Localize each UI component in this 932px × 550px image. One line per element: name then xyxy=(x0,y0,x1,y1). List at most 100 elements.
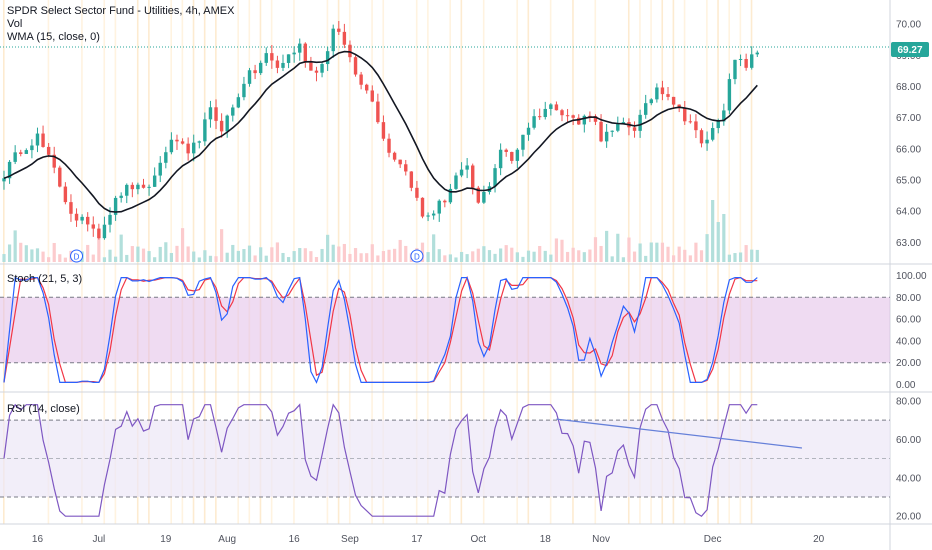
time-tick: 17 xyxy=(411,534,423,545)
candle-body xyxy=(125,184,129,196)
rsi-tick: 20.00 xyxy=(896,512,921,523)
volume-bar xyxy=(699,250,704,262)
dividend-icon[interactable] xyxy=(70,249,84,263)
candle-body xyxy=(231,107,235,116)
candle-body xyxy=(7,161,12,179)
dividend-label: D xyxy=(414,253,420,262)
candle-body xyxy=(699,130,704,144)
volume-bar xyxy=(632,251,637,262)
volume-bar xyxy=(688,255,692,262)
volume-bar xyxy=(655,242,659,262)
dividend-icon[interactable] xyxy=(410,249,424,263)
time-tick: Nov xyxy=(592,534,610,545)
volume-bar xyxy=(426,252,430,262)
volume-bar xyxy=(538,245,542,262)
volume-bar xyxy=(130,246,134,262)
volume-bar xyxy=(476,248,480,262)
volume-bar xyxy=(744,245,748,262)
volume-bar xyxy=(599,245,603,262)
candle-body xyxy=(46,146,51,155)
candle-body xyxy=(192,142,196,154)
volume-bar xyxy=(281,252,285,262)
volume-bar xyxy=(677,246,681,262)
price-tick: 66.00 xyxy=(896,144,921,155)
candle-body xyxy=(113,197,118,215)
volume-bar xyxy=(286,257,291,262)
volume-bar xyxy=(543,250,547,262)
volume-bar xyxy=(727,254,731,262)
candle-body xyxy=(331,28,335,52)
candle-body xyxy=(710,128,715,140)
last-price-tag xyxy=(891,42,929,57)
candle-body xyxy=(415,187,419,198)
volume-bar xyxy=(577,250,581,262)
candle-body xyxy=(264,53,268,63)
candle-body xyxy=(325,51,330,65)
candle-body xyxy=(86,216,90,225)
volume-bar xyxy=(270,247,274,262)
volume-bar xyxy=(432,234,436,262)
volume-bar xyxy=(136,246,140,262)
candle-body xyxy=(482,192,486,203)
volume-bar xyxy=(621,257,625,262)
stoch-k-line xyxy=(3,276,758,384)
volume-bar xyxy=(448,254,452,262)
volume-bar xyxy=(521,256,525,262)
candle-body xyxy=(543,108,547,118)
volume-bar xyxy=(526,250,531,262)
volume-bar xyxy=(404,245,408,262)
stoch-tick: 100.00 xyxy=(896,271,927,282)
volume-bar xyxy=(164,242,168,262)
stoch-title: Stoch (21, 5, 3) xyxy=(7,273,82,285)
volume-bar xyxy=(147,251,151,262)
volume-bar xyxy=(298,248,302,262)
candle-body xyxy=(158,162,162,176)
price-tick: 64.00 xyxy=(896,207,921,218)
volume-bar xyxy=(605,230,609,262)
stoch-tick: 60.00 xyxy=(896,315,921,326)
volume-bar xyxy=(225,252,229,262)
last-price-value: 69.27 xyxy=(897,45,922,56)
price-tick: 67.00 xyxy=(896,113,921,124)
candle-body xyxy=(694,121,698,131)
volume-bar xyxy=(259,247,263,262)
volume-bar xyxy=(376,255,380,262)
candle-body xyxy=(130,184,135,190)
candle-body xyxy=(683,108,687,122)
candle-body xyxy=(314,70,319,73)
candle-body xyxy=(169,139,174,153)
candle-body xyxy=(119,195,123,198)
volume-bar xyxy=(487,250,492,262)
volume-bar xyxy=(169,252,173,262)
candle-body xyxy=(744,58,748,68)
candle-body xyxy=(409,171,414,188)
candle-body xyxy=(97,228,101,239)
volume-bar xyxy=(141,248,146,262)
candle-body xyxy=(108,214,112,225)
volume-bar xyxy=(582,252,586,262)
candle-body xyxy=(671,96,676,105)
volume-bar xyxy=(19,242,23,262)
time-axis-ticks: 16 Jul 19 Aug 16 Sep 17 Oct 18 Nov Dec 20 xyxy=(32,534,825,545)
candle-body xyxy=(24,150,29,154)
volume-bar xyxy=(275,242,280,262)
volume-bar xyxy=(672,255,676,262)
volume-bar xyxy=(58,254,62,262)
volume-bar xyxy=(119,234,123,262)
candle-body xyxy=(275,60,280,68)
volume-bar xyxy=(91,254,95,262)
volume-bar xyxy=(41,251,45,262)
volume-bar xyxy=(264,255,268,262)
price-tick: 63.00 xyxy=(896,238,921,249)
candle-body xyxy=(69,202,73,214)
time-tick: 20 xyxy=(813,534,825,545)
volume-bar xyxy=(515,252,519,262)
volume-bar xyxy=(253,255,257,262)
volume-bar xyxy=(504,245,508,262)
candle-body xyxy=(74,213,79,221)
volume-bar xyxy=(499,248,503,262)
candle-body xyxy=(504,149,508,152)
candle-body xyxy=(58,167,62,187)
candle-body xyxy=(353,57,358,75)
candle-body xyxy=(649,99,653,104)
